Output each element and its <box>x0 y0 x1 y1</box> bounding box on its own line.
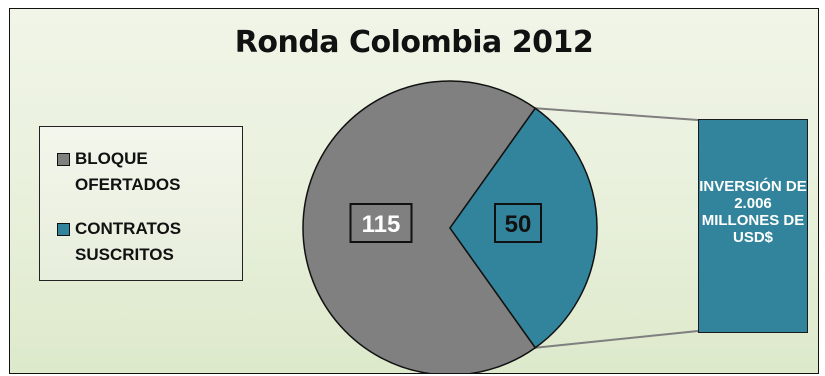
legend-label-bloque: BLOQUE OFERTADOS <box>75 149 181 194</box>
legend-item-contratos: CONTRATOS SUSCRITOS <box>57 219 205 268</box>
legend-swatch-contratos <box>57 223 70 236</box>
data-label-bloque-ofertados: 115 <box>349 203 413 243</box>
investment-callout: INVERSIÓN DE 2.006 MILLONES DE USD$ <box>698 119 808 333</box>
pie-slice-bloque-ofertados <box>302 80 537 373</box>
callout-connector-top <box>535 107 699 121</box>
legend: BLOQUE OFERTADOS CONTRATOS SUSCRITOS <box>39 126 243 281</box>
data-label-contratos-suscritos: 50 <box>494 203 542 243</box>
legend-label-contratos: CONTRATOS SUSCRITOS <box>75 219 182 264</box>
legend-item-bloque: BLOQUE OFERTADOS <box>57 149 205 198</box>
pie-chart: 115 50 <box>302 80 699 373</box>
svg-text:50: 50 <box>505 211 532 238</box>
chart-title: Ronda Colombia 2012 <box>234 25 594 60</box>
callout-connector-bottom <box>535 330 699 349</box>
legend-swatch-bloque <box>57 153 70 166</box>
investment-callout-text: INVERSIÓN DE 2.006 MILLONES DE USD$ <box>699 178 807 246</box>
chart-area: Ronda Colombia 2012 BLOQUE OFERTADOS CON… <box>9 8 819 374</box>
svg-text:115: 115 <box>362 211 401 238</box>
